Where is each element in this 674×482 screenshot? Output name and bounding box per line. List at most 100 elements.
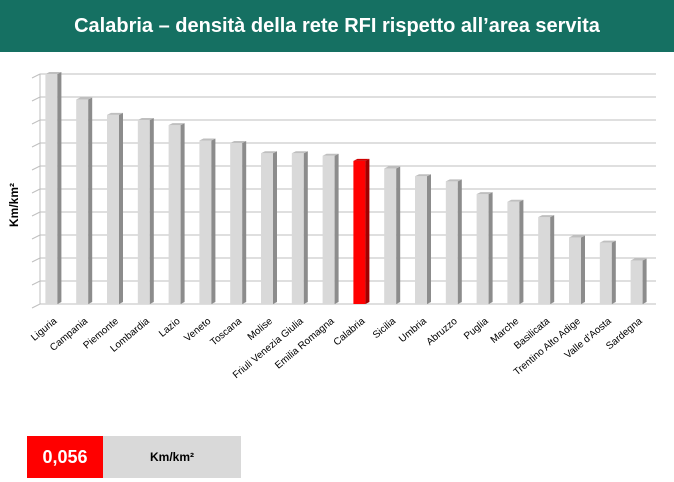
bar-front [76,99,89,304]
bar-veneto [199,138,216,304]
bar-front [353,160,366,304]
bar-marche [507,199,524,304]
gridline-diagonal [31,211,41,217]
bar-piemonte [107,112,123,304]
x-tick-label: Puglia [462,316,491,343]
bar-top [137,118,154,120]
bar-front [168,125,181,304]
bar-sardegna [630,258,647,304]
summary-value: 0,056 [27,436,103,478]
bar-side [488,192,493,304]
bar-puglia [476,192,493,304]
bar-abruzzo [445,179,462,304]
bar-liguria [45,72,62,304]
bar-side [519,199,524,304]
bar-side [88,97,93,304]
x-tick-label: Toscana [209,316,245,349]
bar-front [384,168,397,304]
summary-unit: Km/km² [103,436,241,478]
bar-front [630,260,643,304]
bar-front [291,153,304,304]
bar-friuli-venezia-giulia [291,151,308,304]
header-bar: Calabria – densità della rete RFI rispet… [0,0,674,52]
bar-side [457,179,462,304]
x-tick-label: Calabria [332,316,368,349]
bar-top [353,158,370,161]
bar-top [384,166,401,169]
gridline-diagonal [31,257,41,263]
bar-side [550,215,555,304]
bar-top [599,240,616,243]
bar-top [199,138,216,141]
gridline-diagonal [31,119,41,125]
bar-front [137,120,150,304]
bar-front [107,114,119,304]
bar-trentino-alto-adige [569,235,585,304]
bar-side [427,174,431,304]
bar-top [168,123,185,126]
bar-top [261,151,277,154]
bar-top [415,174,431,177]
bar-side [180,123,185,304]
bar-top [569,235,585,238]
bar-side [642,258,647,304]
bar-top [76,97,93,100]
page-title: Calabria – densità della rete RFI rispet… [74,15,600,37]
bar-lazio [168,123,185,304]
bar-top [230,141,247,143]
gridline-diagonal [31,165,41,171]
bar-side [119,112,123,304]
bar-toscana [230,141,247,304]
bar-top [630,258,647,261]
bar-molise [261,151,277,304]
gridline-diagonal [31,280,41,286]
bar-side [57,72,62,304]
bar-front [415,176,427,304]
bar-lombardia [137,118,154,304]
x-tick-label: Lazio [157,316,183,340]
bar-campania [76,97,93,304]
bar-side [581,235,585,304]
gridline-diagonal [31,142,41,148]
x-tick-label: Sicilia [371,316,398,341]
bar-top [45,72,62,74]
bar-calabria [353,158,370,304]
bar-umbria [415,174,431,304]
bar-side [211,138,216,304]
gridline-diagonal [31,234,41,240]
bar-top [291,151,308,154]
bar-top [538,215,555,218]
gridline-diagonal [31,73,41,79]
bar-top [507,199,524,202]
bar-top [107,112,123,115]
bar-front [230,143,243,304]
bar-valle-d-aosta [599,240,616,304]
bar-sicilia [384,166,401,304]
bar-side [273,151,277,304]
y-axis-label: Km/km² [7,182,21,227]
bar-front [45,74,58,304]
x-tick-label: Abruzzo [425,316,461,348]
bar-side [242,141,247,304]
bar-front [507,201,520,304]
bar-side [334,153,339,304]
bar-front [261,153,273,304]
bar-side [365,158,370,304]
bar-front [322,155,335,304]
bar-top [445,179,462,182]
bar-front [599,242,612,304]
bar-basilicata [538,215,555,304]
bar-top [476,192,493,195]
bar-side [611,240,616,304]
bar-front [445,181,458,304]
gridline-diagonal [31,303,41,309]
bar-top [322,153,339,156]
bar-front [569,237,581,304]
bar-front [199,140,212,304]
gridline-diagonal [31,188,41,194]
bar-side [396,166,401,304]
bar-front [538,217,551,304]
bar-front [476,194,489,304]
bar-side [149,118,154,304]
